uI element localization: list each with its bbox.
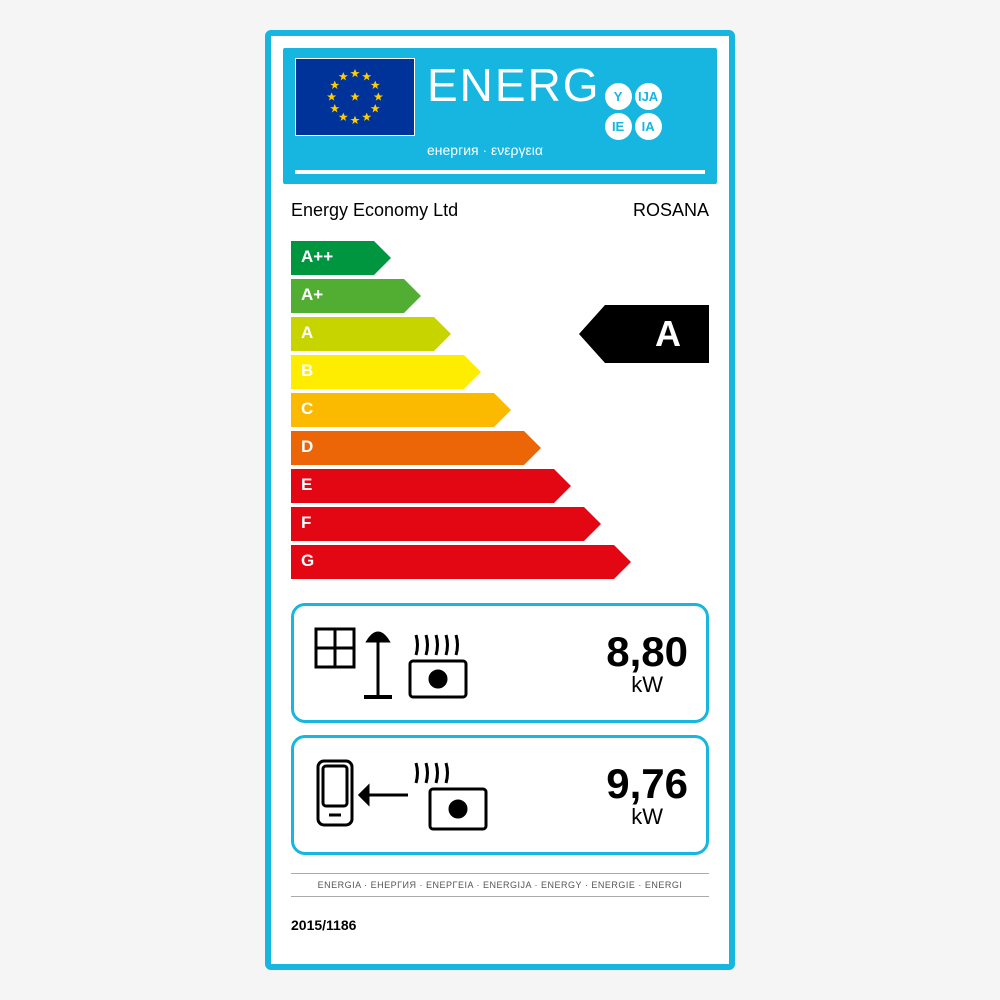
spec-water-value: 9,76: [606, 760, 688, 808]
supplier-row: Energy Economy Ltd ROSANA: [283, 196, 717, 229]
suffix-ia: IA: [635, 113, 662, 140]
scale-row-f: F: [291, 507, 717, 541]
model-name: ROSANA: [633, 200, 709, 221]
supplier-name: Energy Economy Ltd: [291, 200, 458, 221]
rating-indicator: A: [579, 305, 709, 363]
room-heating-icon: [312, 623, 472, 703]
scale-row-e: E: [291, 469, 717, 503]
spec-box-water: 9,76 kW: [291, 735, 709, 855]
scale-row-c: C: [291, 393, 717, 427]
spec-room-value: 8,80: [606, 628, 688, 676]
efficiency-scale: A++ A+ A B C D E F: [283, 241, 717, 591]
scale-row-g: G: [291, 545, 717, 579]
suffix-badges: Y IJA IE IA: [605, 83, 667, 140]
suffix-ie: IE: [605, 113, 632, 140]
spec-box-room: 8,80 kW: [291, 603, 709, 723]
energ-title: ENERG: [427, 58, 601, 112]
footer-languages: ENERGIA · ЕНЕРГИЯ · ΕΝΕΡΓΕΙΑ · ENERGIJA …: [291, 873, 709, 897]
scale-row-aplusplus: A++: [291, 241, 717, 275]
header-subtitle: енергия · ενεργεια: [427, 142, 705, 158]
water-heating-icon: [312, 755, 492, 835]
scale-row-d: D: [291, 431, 717, 465]
suffix-y: Y: [605, 83, 632, 110]
eu-flag-icon: [295, 58, 415, 136]
suffix-ija: IJA: [635, 83, 662, 110]
energy-label: ENERG Y IJA IE IA енергия · ενεργεια Ene…: [265, 30, 735, 970]
regulation-number: 2015/1186: [283, 909, 717, 933]
header: ENERG Y IJA IE IA енергия · ενεργεια: [283, 48, 717, 184]
